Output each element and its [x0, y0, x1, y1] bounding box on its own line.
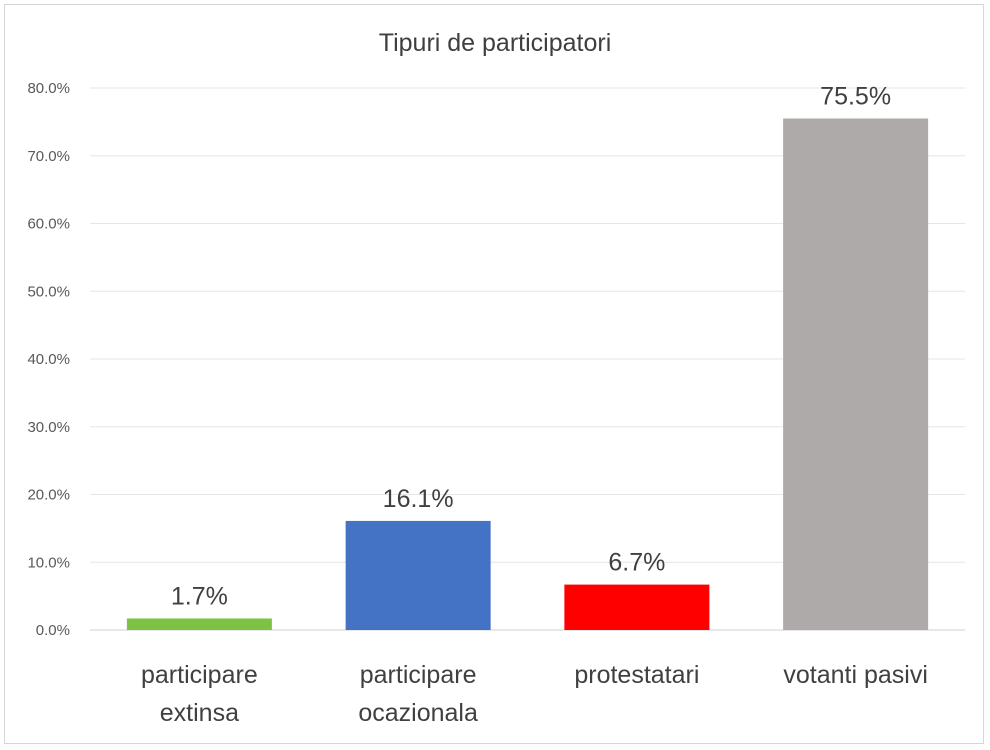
bar: [783, 118, 929, 631]
y-tick-label: 20.0%: [27, 487, 70, 504]
x-tick-label: ocazionala: [358, 699, 478, 727]
bars: [126, 118, 929, 631]
y-tick-label: 50.0%: [27, 283, 70, 300]
data-labels: 1.7% 16.1% 6.7% 75.5%: [171, 82, 891, 610]
x-tick-label: participare: [360, 661, 477, 689]
bar: [345, 520, 491, 630]
x-tick-label: votanti pasivi: [783, 661, 928, 689]
x-tick-label: participare: [141, 661, 258, 689]
x-axis-ticks: participare extinsa participare ocazionala p…: [141, 661, 928, 727]
y-tick-label: 80.0%: [27, 80, 70, 97]
y-tick-label: 0.0%: [36, 622, 70, 639]
data-label: 16.1%: [383, 485, 454, 513]
y-tick-label: 60.0%: [27, 216, 70, 233]
data-label: 1.7%: [171, 582, 228, 610]
chart-title: Tipuri de participatori: [379, 29, 612, 57]
bar: [126, 618, 272, 630]
x-tick-label: protestatari: [574, 661, 699, 689]
y-tick-label: 40.0%: [27, 351, 70, 368]
data-label: 75.5%: [820, 82, 891, 110]
y-tick-label: 70.0%: [27, 148, 70, 165]
y-tick-label: 10.0%: [27, 554, 70, 571]
y-axis-ticks: 0.0% 10.0% 20.0% 30.0% 40.0% 50.0% 60.0% 70.0% 8…: [27, 80, 70, 639]
data-label: 6.7%: [608, 549, 665, 577]
y-tick-label: 30.0%: [27, 419, 70, 436]
x-tick-label: extinsa: [160, 699, 239, 727]
bar: [564, 584, 710, 630]
